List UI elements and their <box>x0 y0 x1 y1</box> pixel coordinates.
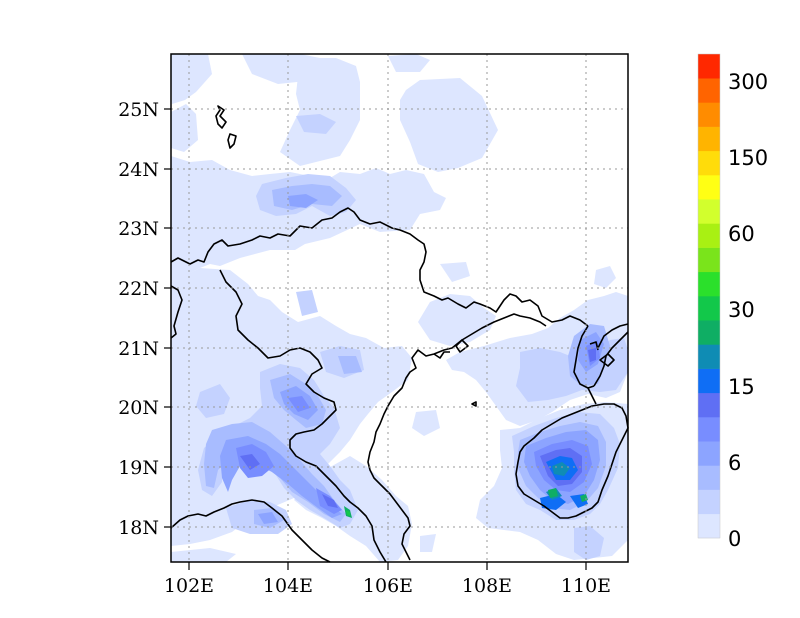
lat-tick-labels: 18N 19N 20N 21N 22N 23N 24N 25N <box>118 99 159 539</box>
colorbar-label: 150 <box>728 146 768 170</box>
colorbar-swatch <box>698 175 720 200</box>
lon-tick-label: 106E <box>363 575 413 597</box>
colorbar-label: 15 <box>728 375 755 399</box>
lon-tick-label: 108E <box>462 575 512 597</box>
precip-field-level8 <box>344 462 588 518</box>
tick-marks <box>164 108 587 570</box>
colorbar-swatch <box>698 199 720 224</box>
colorbar-swatch <box>698 320 720 345</box>
lon-tick-label: 104E <box>263 575 313 597</box>
colorbar-labels: 0 6 15 30 60 150 300 <box>728 70 768 551</box>
colorbar-label: 300 <box>728 70 768 94</box>
lon-tick-labels: 102E 104E 106E 108E 110E <box>164 575 611 597</box>
colorbar-swatch <box>698 513 720 539</box>
lat-tick-label: 19N <box>118 457 159 479</box>
colorbar-swatch <box>698 223 720 248</box>
lon-tick-label: 102E <box>164 575 214 597</box>
colorbar-swatch <box>698 247 720 273</box>
colorbar-label: 0 <box>728 527 741 551</box>
coastlines <box>170 105 629 563</box>
colorbar-label: 6 <box>728 451 741 475</box>
colorbar: 0 6 15 30 60 150 300 <box>697 53 768 551</box>
colorbar-swatch <box>698 441 720 466</box>
lat-tick-label: 20N <box>118 397 159 419</box>
lat-tick-label: 25N <box>118 99 159 121</box>
lat-tick-label: 24N <box>118 159 159 181</box>
colorbar-swatches <box>698 54 720 539</box>
colorbar-swatch <box>698 150 720 176</box>
colorbar-swatch <box>698 126 720 152</box>
lat-tick-label: 23N <box>118 218 159 240</box>
lon-tick-label: 110E <box>561 575 611 597</box>
precip-field-light <box>171 54 628 562</box>
colorbar-swatch <box>698 271 720 297</box>
colorbar-label: 60 <box>728 222 755 246</box>
lat-tick-label: 18N <box>118 517 159 539</box>
colorbar-frame <box>697 53 721 539</box>
colorbar-swatch <box>698 465 720 490</box>
map-panel: 102E 104E 106E 108E 110E 18N 19N 20N 21N… <box>118 53 629 597</box>
lat-tick-label: 21N <box>118 338 159 360</box>
map-grid <box>171 54 628 562</box>
colorbar-swatch <box>698 102 720 127</box>
colorbar-swatch <box>698 368 720 394</box>
colorbar-swatch <box>698 417 720 442</box>
colorbar-swatch <box>698 296 720 321</box>
map-frame <box>170 53 629 563</box>
colorbar-swatch <box>698 392 720 418</box>
colorbar-swatch <box>698 489 720 515</box>
colorbar-swatch <box>698 78 720 103</box>
colorbar-label: 30 <box>728 298 755 322</box>
lat-tick-label: 22N <box>118 278 159 300</box>
colorbar-swatch <box>698 344 720 369</box>
colorbar-swatch <box>698 54 720 79</box>
